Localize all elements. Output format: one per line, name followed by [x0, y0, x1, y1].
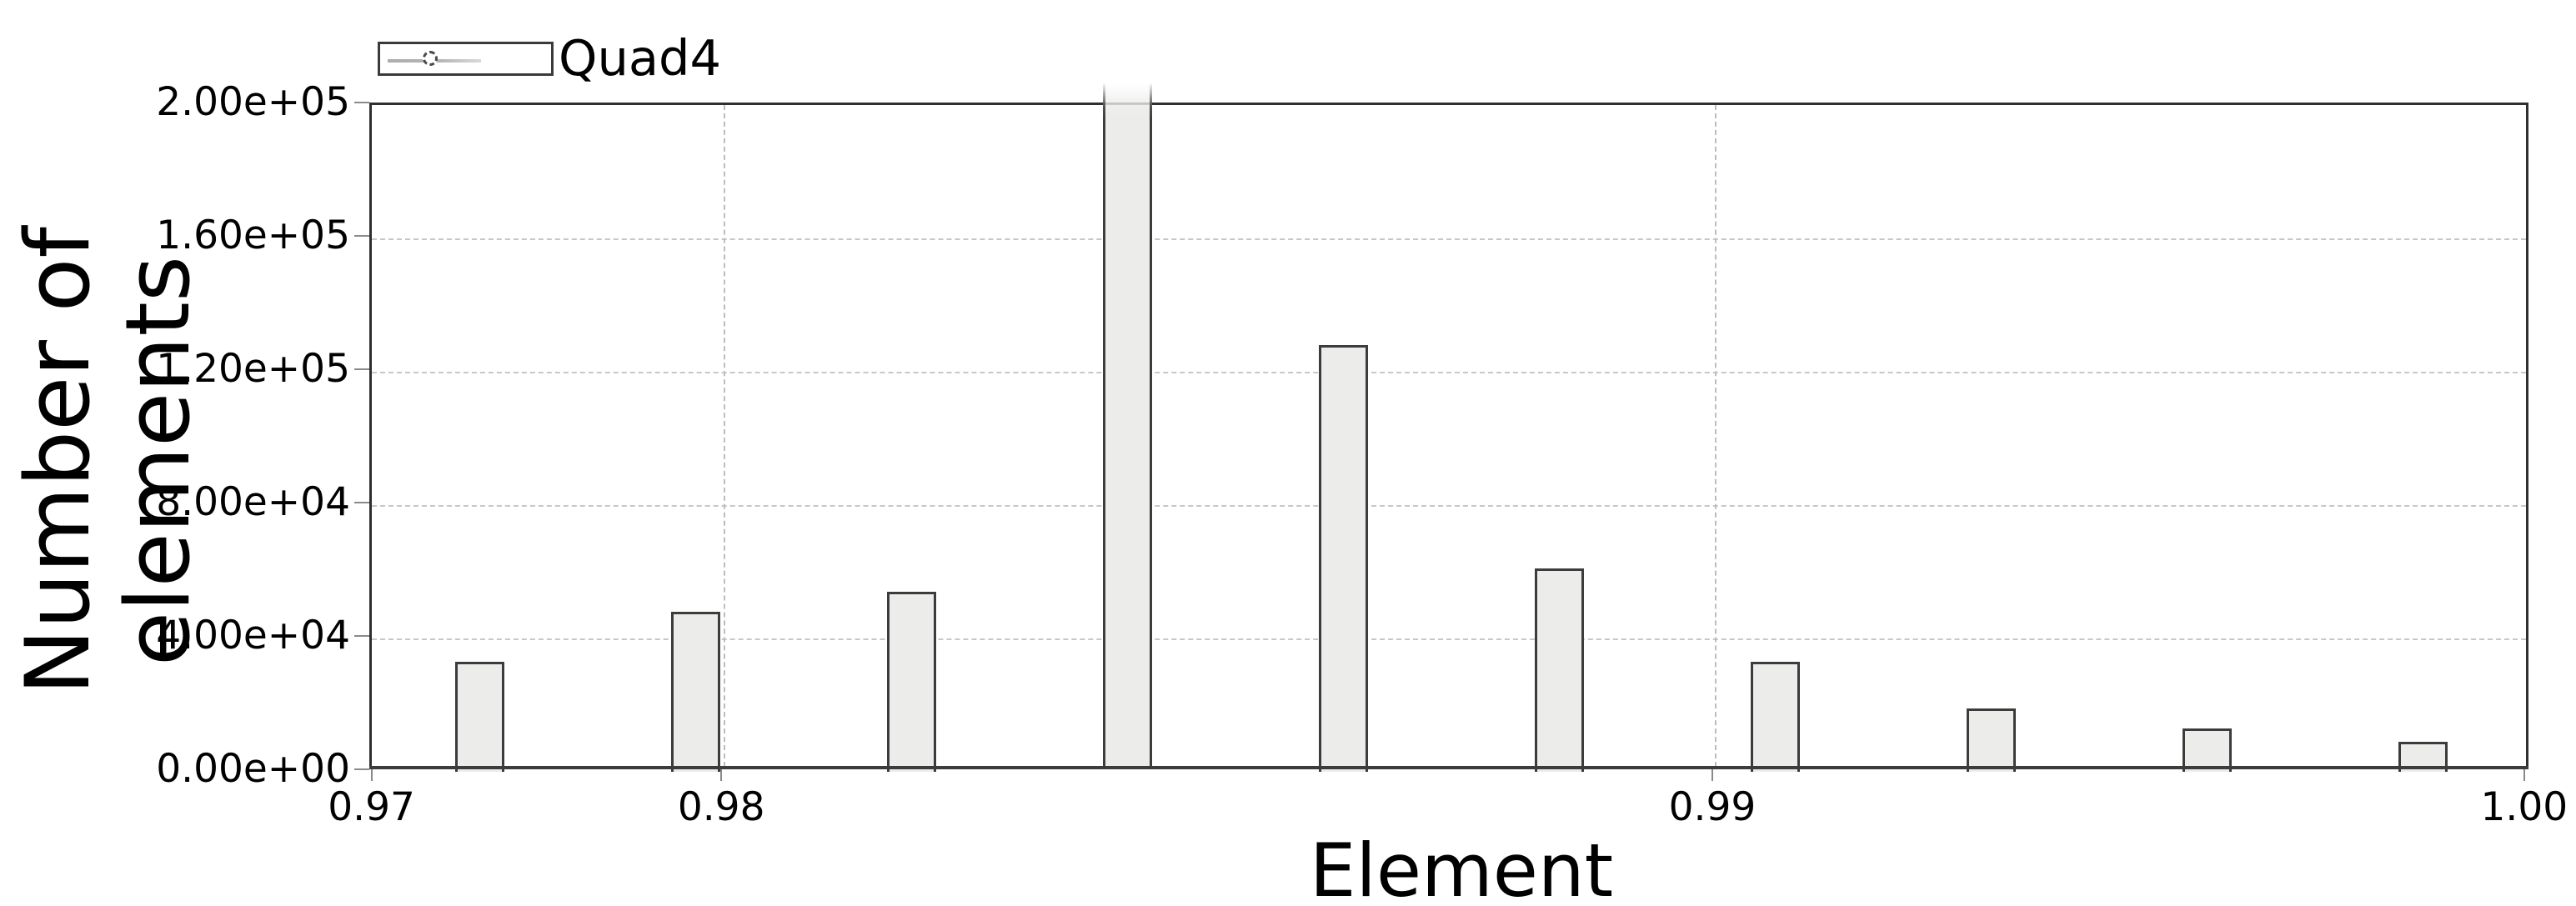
x-gridline: [724, 105, 726, 767]
x-axis-title: Element Metrics: [1309, 828, 1614, 906]
y-tick-mark: [354, 502, 369, 503]
histogram-bar: [2183, 728, 2232, 772]
x-axis-line: [369, 766, 2528, 769]
y-gridline: [372, 638, 2526, 640]
x-tick-label: 1.00: [2480, 784, 2568, 830]
y-tick-label: 1.60e+05: [156, 213, 350, 258]
y-tick-mark: [354, 768, 369, 770]
y-tick-label: 1.20e+05: [156, 346, 350, 392]
y-tick-label: 4.00e+04: [156, 613, 350, 658]
y-axis-title: Number of elements: [7, 227, 209, 695]
x-tick-mark: [1711, 769, 1713, 781]
y-tick-mark: [354, 368, 369, 370]
x-tick-mark: [2523, 769, 2525, 781]
histogram-bar: [1751, 662, 1800, 772]
x-tick-label: 0.97: [328, 784, 415, 830]
y-tick-mark: [354, 102, 369, 103]
histogram-bar-clipped: [1103, 83, 1152, 769]
x-tick-label: 0.98: [677, 784, 765, 830]
y-tick-mark: [354, 635, 369, 637]
histogram-bar: [887, 592, 936, 772]
legend-key-box: [378, 42, 554, 76]
y-tick-mark: [354, 235, 369, 237]
y-gridline: [372, 238, 2526, 240]
histogram-bar: [1535, 568, 1584, 772]
y-tick-label: 0.00e+00: [156, 746, 350, 792]
plot-area: [369, 83, 2528, 772]
histogram-bar: [1967, 708, 2016, 772]
histogram-bar: [455, 662, 504, 772]
histogram-bar: [671, 612, 720, 772]
y-gridline: [372, 372, 2526, 373]
legend-series-label: Quad4: [559, 29, 721, 87]
y-tick-label: 8.00e+04: [156, 479, 350, 525]
x-gridline: [1714, 105, 1716, 767]
y-gridline: [372, 505, 2526, 507]
histogram-bar: [1319, 345, 1368, 772]
x-tick-mark: [720, 769, 723, 781]
x-tick-mark: [370, 769, 373, 781]
open-circle-icon: [423, 51, 438, 66]
y-tick-label: 2.00e+05: [156, 79, 350, 125]
x-tick-label: 0.99: [1668, 784, 1757, 830]
